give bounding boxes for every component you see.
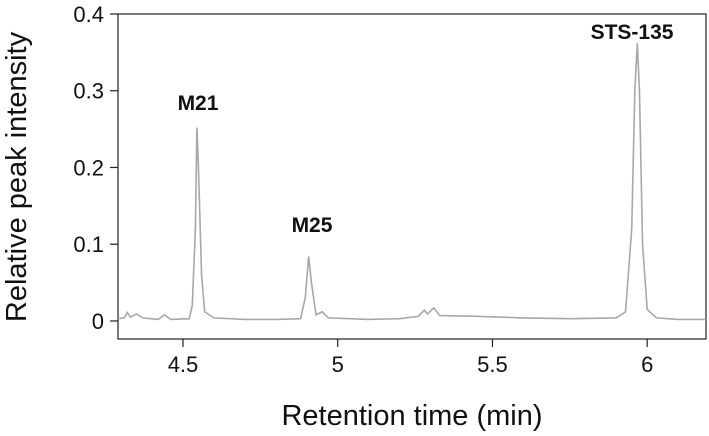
x-tick-label: 5 — [332, 352, 344, 377]
x-tick-label: 6 — [641, 352, 653, 377]
peak-label: M21 — [178, 92, 219, 115]
y-axis-title: Relative peak intensity — [1, 31, 33, 322]
y-tick-label: 0.4 — [73, 2, 104, 27]
trace-line — [117, 43, 706, 321]
x-tick-label: 4.5 — [168, 352, 199, 377]
plot-frame — [117, 13, 707, 340]
y-tick-label: 0 — [92, 309, 104, 334]
y-tick-label: 0.3 — [73, 79, 104, 104]
x-tick-label: 5.5 — [477, 352, 508, 377]
x-axis-title: Retention time (min) — [281, 400, 542, 432]
y-tick-label: 0.1 — [73, 232, 104, 257]
peak-label: STS-135 — [591, 21, 674, 44]
peak-label: M25 — [292, 214, 333, 237]
y-tick-label: 0.2 — [73, 155, 104, 180]
